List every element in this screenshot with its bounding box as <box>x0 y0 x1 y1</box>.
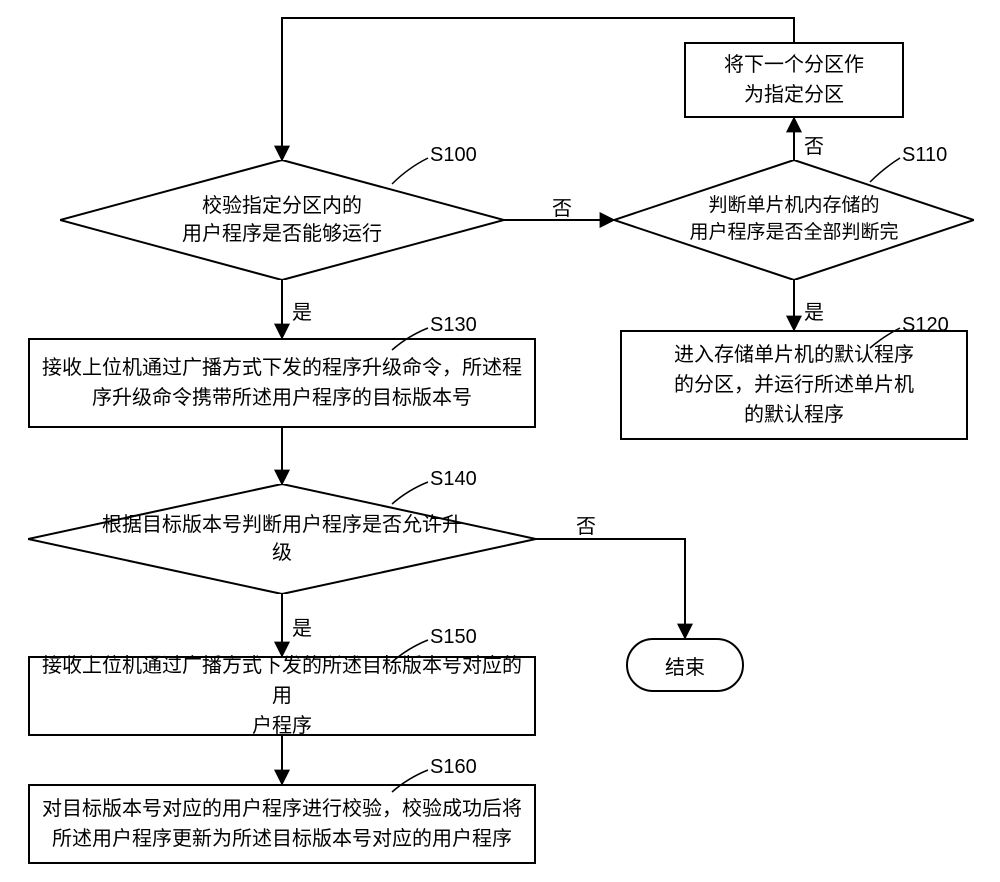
label-s130: S130 <box>430 314 477 337</box>
label-s100: S100 <box>430 144 477 167</box>
edges-svg <box>0 0 1000 882</box>
node-end: 结束 <box>626 638 744 692</box>
node-text: 对目标版本号对应的用户程序进行校验，校验成功后将所述用户程序更新为所述目标版本号… <box>42 794 522 854</box>
edge-label-s140-no: 否 <box>576 510 596 539</box>
edge-label-s100-no: 否 <box>552 192 572 221</box>
node-text: 结束 <box>665 651 705 680</box>
node-s150: 接收上位机通过广播方式下发的所述目标版本号对应的用户程序 <box>28 656 536 736</box>
node-text: 根据目标版本号判断用户程序是否允许升级 <box>99 511 465 567</box>
edge-label-s110-no: 否 <box>804 130 824 159</box>
edge-label-s100-yes: 是 <box>292 296 312 325</box>
node-s130: 接收上位机通过广播方式下发的程序升级命令，所述程序升级命令携带所述用户程序的目标… <box>28 338 536 428</box>
node-text: 判断单片机内存储的用户程序是否全部判断完 <box>689 193 898 246</box>
node-s160: 对目标版本号对应的用户程序进行校验，校验成功后将所述用户程序更新为所述目标版本号… <box>28 784 536 864</box>
node-s100: 校验指定分区内的用户程序是否能够运行 <box>60 160 504 280</box>
label-s110: S110 <box>902 144 947 167</box>
node-text: 将下一个分区作为指定分区 <box>724 50 864 110</box>
label-s160: S160 <box>430 756 477 779</box>
node-text: 校验指定分区内的用户程序是否能够运行 <box>182 192 382 248</box>
flowchart-canvas: 将下一个分区作为指定分区 校验指定分区内的用户程序是否能够运行 判断单片机内存储… <box>0 0 1000 882</box>
label-s120: S120 <box>902 314 949 337</box>
node-text: 进入存储单片机的默认程序的分区，并运行所述单片机的默认程序 <box>674 340 914 430</box>
node-s110: 判断单片机内存储的用户程序是否全部判断完 <box>614 160 974 280</box>
label-s140: S140 <box>430 468 477 491</box>
node-s120: 进入存储单片机的默认程序的分区，并运行所述单片机的默认程序 <box>620 330 968 440</box>
node-text: 接收上位机通过广播方式下发的所述目标版本号对应的用户程序 <box>40 651 524 741</box>
node-text: 接收上位机通过广播方式下发的程序升级命令，所述程序升级命令携带所述用户程序的目标… <box>42 353 522 413</box>
label-s150: S150 <box>430 626 477 649</box>
edge-label-s110-yes: 是 <box>804 296 824 325</box>
node-next-partition: 将下一个分区作为指定分区 <box>684 42 904 118</box>
edge-label-s140-yes: 是 <box>292 612 312 641</box>
node-s140: 根据目标版本号判断用户程序是否允许升级 <box>28 484 536 594</box>
